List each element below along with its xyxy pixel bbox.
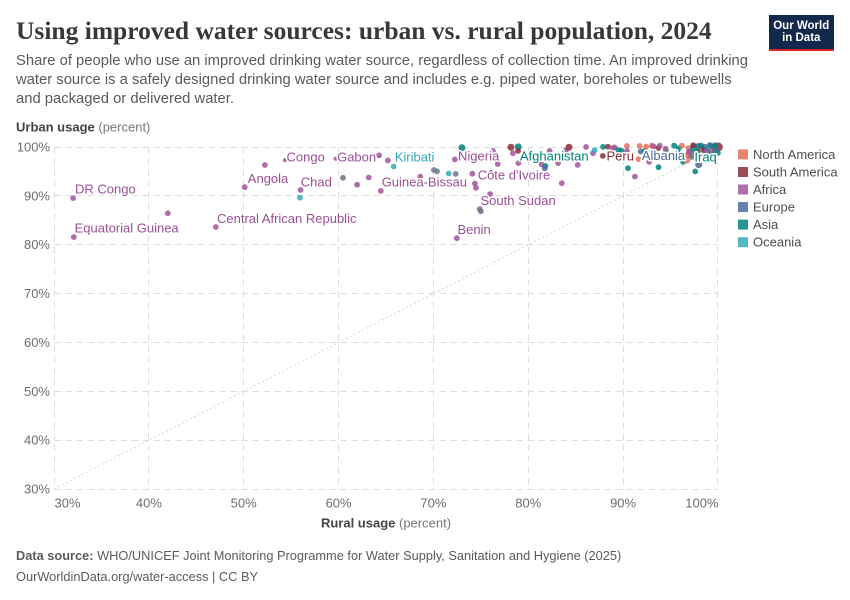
svg-text:90%: 90% — [610, 496, 636, 511]
svg-text:90%: 90% — [24, 188, 50, 203]
svg-text:Côte d'Ivoire: Côte d'Ivoire — [478, 168, 551, 183]
svg-text:South America: South America — [753, 165, 838, 180]
svg-text:80%: 80% — [24, 237, 50, 252]
svg-text:Guinea-Bissau: Guinea-Bissau — [382, 175, 467, 190]
svg-text:Oceania: Oceania — [753, 235, 802, 250]
svg-text:70%: 70% — [420, 496, 446, 511]
svg-text:Angola: Angola — [248, 171, 289, 186]
svg-text:100%: 100% — [17, 140, 51, 155]
svg-text:Africa: Africa — [753, 182, 787, 197]
svg-text:Equatorial Guinea: Equatorial Guinea — [75, 221, 180, 236]
svg-text:40%: 40% — [136, 496, 162, 511]
svg-text:Peru: Peru — [607, 149, 634, 164]
svg-text:40%: 40% — [24, 433, 50, 448]
svg-text:Rural usage (percent): Rural usage (percent) — [321, 516, 451, 531]
svg-text:Iraq: Iraq — [694, 150, 716, 165]
svg-text:100%: 100% — [685, 496, 719, 511]
svg-text:70%: 70% — [24, 286, 50, 301]
svg-text:South Sudan: South Sudan — [481, 193, 556, 208]
svg-text:Benin: Benin — [458, 222, 491, 237]
svg-text:Congo: Congo — [287, 149, 325, 164]
svg-text:Gabon: Gabon — [337, 150, 376, 165]
svg-text:Central African Republic: Central African Republic — [217, 211, 357, 226]
svg-text:60%: 60% — [326, 496, 352, 511]
svg-text:Asia: Asia — [753, 217, 779, 232]
svg-text:50%: 50% — [231, 496, 257, 511]
svg-text:60%: 60% — [24, 335, 50, 350]
svg-text:30%: 30% — [24, 482, 50, 497]
svg-text:Urban usage (percent): Urban usage (percent) — [16, 120, 150, 135]
svg-text:50%: 50% — [24, 384, 50, 399]
svg-text:Chad: Chad — [301, 174, 332, 189]
svg-text:North America: North America — [753, 147, 836, 162]
svg-text:Albania: Albania — [642, 148, 686, 163]
svg-text:Afghanistan: Afghanistan — [520, 148, 589, 163]
svg-text:Europe: Europe — [753, 200, 795, 215]
svg-text:DR Congo: DR Congo — [75, 182, 136, 197]
svg-text:Nigeria: Nigeria — [458, 149, 500, 164]
svg-text:Kiribati: Kiribati — [395, 149, 435, 164]
svg-text:80%: 80% — [515, 496, 541, 511]
svg-text:30%: 30% — [55, 496, 81, 511]
